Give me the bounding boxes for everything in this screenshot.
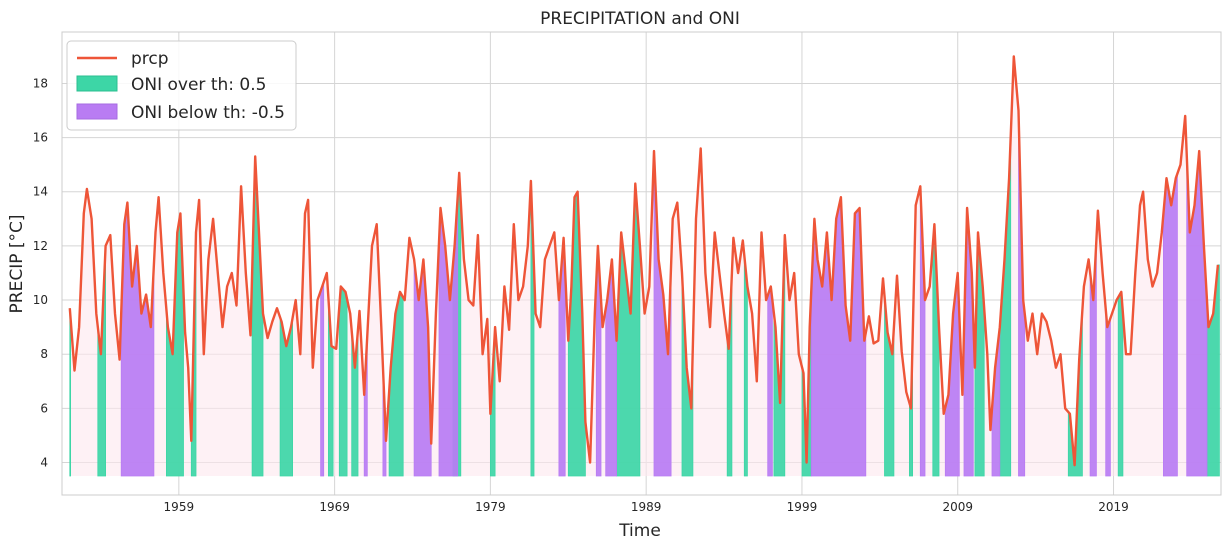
y-tick-label: 16 xyxy=(33,131,48,145)
legend-over-swatch xyxy=(76,75,118,92)
prcp-series-line xyxy=(68,55,1220,467)
legend-below-swatch xyxy=(76,103,118,120)
x-tick-label: 1969 xyxy=(319,500,350,514)
x-tick-label: 1959 xyxy=(164,500,195,514)
x-axis-title: Time xyxy=(618,521,661,541)
legend-label-prcp: prcp xyxy=(131,49,169,69)
y-tick-label: 14 xyxy=(33,185,48,199)
oni-below-fill xyxy=(1163,173,1178,477)
x-tick-label: 1989 xyxy=(631,500,662,514)
legend: prcp ONI over th: 0.5 ONI below th: -0.5 xyxy=(66,40,297,131)
plot-frame xyxy=(61,31,1222,496)
x-tick-label: 2009 xyxy=(942,500,973,514)
y-tick-label: 8 xyxy=(40,347,48,361)
prcp-line xyxy=(68,55,1220,467)
x-tick-label: 1999 xyxy=(787,500,818,514)
x-tick-label: 2019 xyxy=(1098,500,1129,514)
legend-box xyxy=(66,40,297,131)
y-tick-label: 12 xyxy=(33,239,48,253)
y-axis-title: PRECIP [°C] xyxy=(7,215,27,314)
y-tick-label: 10 xyxy=(33,293,48,307)
legend-label-below: ONI below th: -0.5 xyxy=(131,103,285,123)
oni-below-fill xyxy=(767,286,773,477)
oni-over-fill xyxy=(69,308,71,477)
y-tick-label: 18 xyxy=(33,76,48,90)
tick-labels: 4 6 8 10 12 14 16 18 1959 1969 1979 1989 1999 2009 201… xyxy=(33,76,1129,514)
oni-over-fill xyxy=(338,285,348,477)
oni-below-fill xyxy=(1105,309,1111,477)
y-tick-label: 4 xyxy=(40,456,48,470)
y-tick-label: 6 xyxy=(40,401,48,415)
legend-label-over: ONI over th: 0.5 xyxy=(131,75,266,95)
oni-below-fill xyxy=(320,281,325,477)
chart-title: PRECIPITATION and ONI xyxy=(540,9,740,29)
x-tick-label: 1979 xyxy=(475,500,506,514)
